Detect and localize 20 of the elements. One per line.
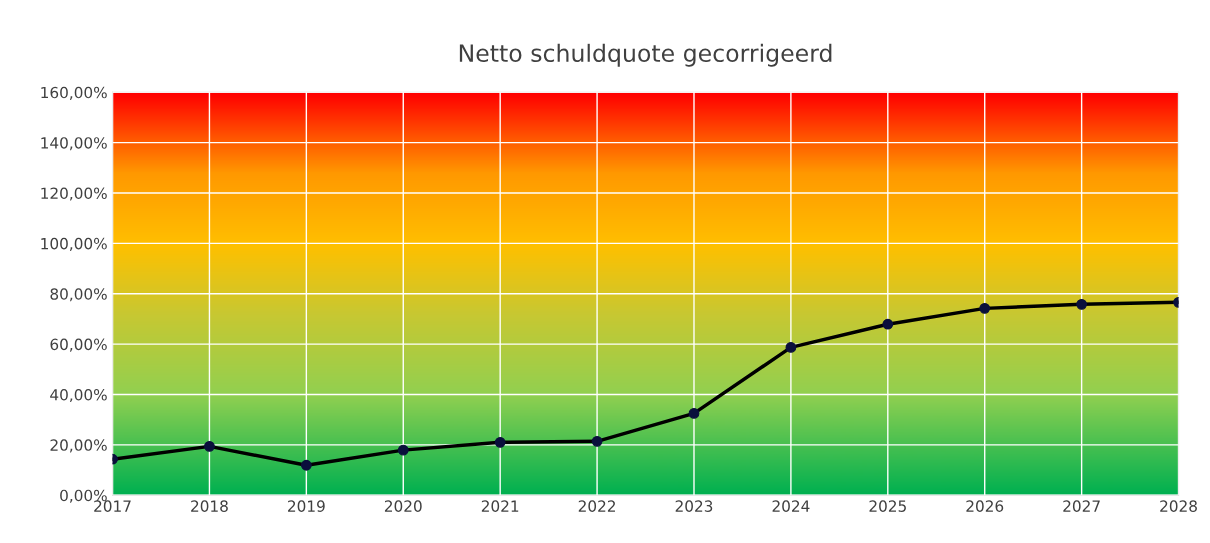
x-tick-label: 2023 [675,500,713,512]
x-tick-label: 2024 [772,500,810,512]
x-tick-label: 2027 [1063,500,1100,512]
x-tick-label: 2019 [288,500,325,512]
x-tick-label: 2020 [384,500,422,512]
x-tick-label: 2026 [966,500,1004,512]
x-tick-label: 2028 [1160,500,1197,512]
y-tick-label: 60,00% [50,338,107,352]
x-tick-label: 2025 [869,500,906,512]
x-tick-label: 2021 [481,500,519,512]
y-tick-label: 40,00% [50,388,107,403]
chart-title: Netto schuldquote gecorrigeerd [459,43,832,67]
y-tick-label: 160,00% [41,86,107,100]
y-tick-label: 120,00% [41,187,107,201]
x-tick-label: 2018 [191,500,228,512]
y-tick-label: 140,00% [41,137,107,151]
y-tick-label: 80,00% [50,288,107,302]
x-tick-label: 2022 [578,500,615,512]
y-tick-label: 100,00% [41,237,107,251]
y-tick-label: 20,00% [50,439,107,453]
